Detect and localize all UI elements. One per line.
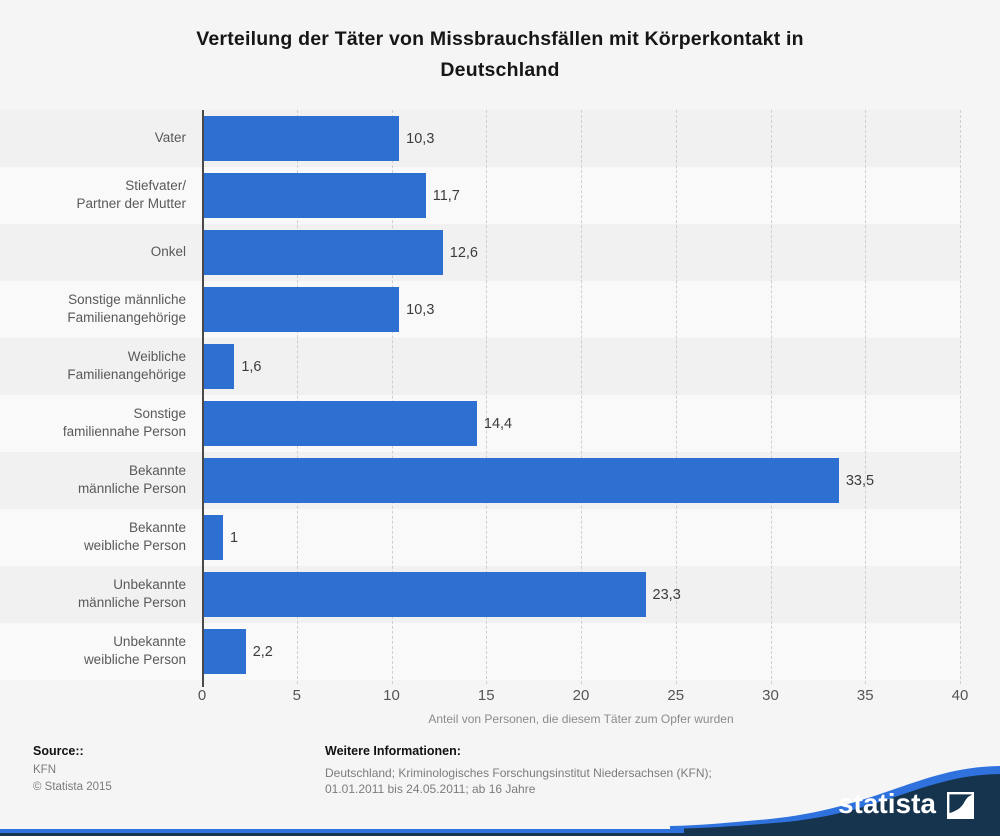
value-label: 11,7 xyxy=(432,187,460,204)
info-line-2: 01.01.2011 bis 24.05.2011; ab 16 Jahre xyxy=(325,782,536,796)
category-label-line: weibliche Person xyxy=(83,652,186,667)
category-label-line: Familienangehörige xyxy=(67,367,186,382)
category-label-line: Sonstige männliche xyxy=(68,292,186,307)
gridline xyxy=(296,110,298,684)
bar xyxy=(204,173,426,218)
x-tick-label: 5 xyxy=(292,687,301,704)
category-label: Unbekannte weibliche Person xyxy=(0,623,186,680)
row-stripe xyxy=(0,281,960,338)
row-stripe xyxy=(0,110,960,167)
category-label: Unbekannte männliche Person xyxy=(0,566,186,623)
category-label-line: männliche Person xyxy=(77,481,186,496)
row-stripe xyxy=(0,395,960,452)
bar xyxy=(204,458,839,503)
x-tick-label: 30 xyxy=(762,687,779,704)
bar xyxy=(204,515,223,560)
category-label-line: Bekannte xyxy=(128,463,186,478)
category-label-line: Partner der Mutter xyxy=(76,196,186,211)
category-label-line: Bekannte xyxy=(128,520,186,535)
value-label: 23,3 xyxy=(652,586,681,603)
bar xyxy=(204,287,400,332)
value-label: 1 xyxy=(229,529,239,546)
copyright-text: © Statista 2015 xyxy=(33,781,112,793)
y-axis-line xyxy=(202,110,204,687)
category-label-line: Familienangehörige xyxy=(67,310,186,325)
gridline xyxy=(675,110,677,684)
category-label: Vater xyxy=(0,110,186,167)
statista-logo-icon xyxy=(947,792,974,819)
gridline xyxy=(581,110,582,684)
category-label-line: männliche Person xyxy=(77,595,186,610)
chart-title: Verteilung der Täter von Missbrauchsfäll… xyxy=(0,24,1000,86)
value-label: 10,3 xyxy=(406,301,435,318)
category-label: Sonstige familiennahe Person xyxy=(0,395,186,452)
value-label: 14,4 xyxy=(483,415,513,432)
gridline xyxy=(960,110,961,684)
bottom-navy-stripe xyxy=(0,833,1000,836)
gridline xyxy=(486,110,488,684)
x-tick-label: 15 xyxy=(477,687,495,704)
x-tick-label: 35 xyxy=(856,687,874,704)
ribbon-navy-swoosh xyxy=(684,774,1000,836)
bottom-blue-stripe xyxy=(0,829,1000,833)
row-stripe xyxy=(0,224,960,281)
bar xyxy=(204,116,400,161)
x-tick-label: 25 xyxy=(667,687,685,704)
category-label-line: weibliche Person xyxy=(83,538,186,553)
row-stripe xyxy=(0,509,960,566)
value-label: 12,6 xyxy=(449,244,478,261)
value-label: 10,3 xyxy=(406,130,435,147)
category-label-line: Vater xyxy=(154,130,186,145)
category-label: Sonstige männliche Familienangehörige xyxy=(0,281,186,338)
category-label: Bekannte männliche Person xyxy=(0,452,186,509)
gridline xyxy=(770,110,772,684)
bar xyxy=(204,344,235,389)
row-stripe xyxy=(0,338,960,395)
info-line-1: Deutschland; Kriminologisches Forschungs… xyxy=(325,766,712,780)
category-label-line: Sonstige xyxy=(133,406,186,421)
statista-ribbon xyxy=(670,766,1000,836)
category-label-line: Unbekannte xyxy=(113,634,186,649)
category-label-line: familiennahe Person xyxy=(62,424,186,439)
value-label: 2,2 xyxy=(252,643,273,660)
category-label: Onkel xyxy=(0,224,186,281)
category-label: Stiefvater/Partner der Mutter xyxy=(0,167,186,224)
source-label: Source:: xyxy=(33,744,84,758)
more-information-label: Weitere Informationen: xyxy=(325,744,461,758)
gridline xyxy=(865,110,867,684)
value-label: 1,6 xyxy=(241,358,262,375)
category-label: Weibliche Familienangehörige xyxy=(0,338,186,395)
category-label-line: Weibliche xyxy=(127,349,186,364)
chart-title-line1: Verteilung der Täter von Missbrauchsfäll… xyxy=(196,28,804,50)
x-tick-label: 20 xyxy=(572,687,590,704)
category-label-line: Stiefvater/ xyxy=(125,178,186,193)
bar-chart: Vater 10,3 Stiefvater/Partner der Mutter 11… xyxy=(0,110,1000,742)
row-stripe xyxy=(0,167,960,224)
bar xyxy=(204,401,477,446)
row-stripe xyxy=(0,623,960,680)
chart-title-line2: Deutschland xyxy=(440,59,560,81)
bar xyxy=(204,230,443,275)
category-label-line: Onkel xyxy=(150,244,186,259)
value-label: 33,5 xyxy=(845,472,875,489)
source-name: KFN xyxy=(33,764,56,776)
x-axis-label: Anteil von Personen, die diesem Täter zu… xyxy=(428,712,734,726)
x-tick-label: 40 xyxy=(951,687,969,704)
category-label-line: Unbekannte xyxy=(113,577,186,592)
bar xyxy=(204,572,646,617)
gridline xyxy=(391,110,393,684)
statista-wordmark: statista xyxy=(837,788,936,819)
category-label: Bekannte weibliche Person xyxy=(0,509,186,566)
x-tick-label: 0 xyxy=(197,687,207,704)
x-tick-label: 10 xyxy=(383,687,400,704)
bar xyxy=(204,629,246,674)
